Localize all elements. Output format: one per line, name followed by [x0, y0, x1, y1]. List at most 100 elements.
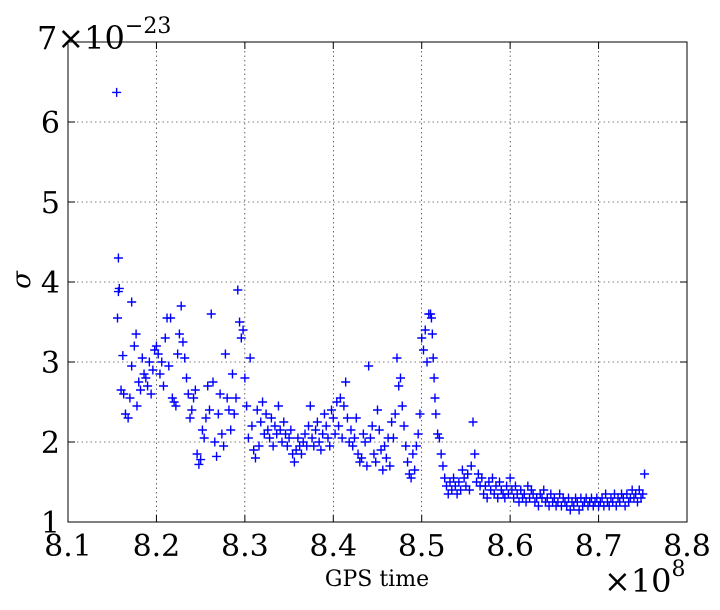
y-tick-label: 1	[41, 506, 60, 541]
data-point	[482, 493, 492, 503]
data-point	[173, 349, 183, 359]
data-point	[160, 333, 170, 343]
data-point	[362, 461, 372, 471]
data-point	[181, 373, 191, 383]
y-tick-label: 3	[41, 346, 60, 381]
data-point	[155, 369, 165, 379]
data-point	[438, 461, 448, 471]
data-point	[199, 433, 209, 443]
data-point	[309, 441, 319, 451]
x-tick-labels: 8.1 8.2 8.3 8.4 8.5 8.6 8.7 8.8	[44, 529, 711, 564]
data-point	[318, 429, 328, 439]
y-axis-title: σ	[7, 270, 37, 289]
x-multiplier: ×108	[604, 557, 686, 600]
data-point	[282, 441, 292, 451]
data-point	[348, 441, 358, 451]
data-point	[203, 381, 213, 391]
data-point	[136, 385, 146, 395]
axis-ticks	[67, 42, 688, 523]
x-tick-label: 8.3	[221, 529, 269, 564]
data-point	[171, 401, 181, 411]
data-point	[394, 381, 404, 391]
data-point	[397, 401, 407, 411]
data-point	[219, 441, 229, 451]
data-point	[454, 477, 464, 487]
data-point	[127, 361, 137, 371]
data-point	[190, 385, 200, 395]
data-point	[624, 497, 634, 507]
data-point	[316, 445, 326, 455]
data-point	[341, 377, 351, 387]
data-points	[112, 87, 650, 515]
data-point	[189, 393, 199, 403]
data-point	[463, 469, 473, 479]
data-point	[180, 353, 190, 363]
data-point	[137, 353, 147, 363]
data-point	[215, 389, 225, 399]
data-point	[293, 433, 303, 443]
data-point	[213, 409, 223, 419]
data-point	[222, 393, 232, 403]
data-point	[238, 325, 248, 335]
data-point	[304, 421, 314, 431]
data-point	[418, 345, 428, 355]
data-point	[185, 413, 195, 423]
data-point	[208, 377, 218, 387]
data-point	[169, 397, 179, 407]
data-point	[388, 433, 398, 443]
data-point	[526, 485, 536, 495]
data-point	[430, 393, 440, 403]
data-point	[390, 409, 400, 419]
y-tick-label: 6	[41, 106, 60, 141]
data-point	[235, 317, 245, 327]
data-point	[355, 457, 365, 467]
data-point	[374, 425, 384, 435]
y-multiplier-base: 7×10	[37, 19, 125, 57]
data-point	[420, 325, 430, 335]
x-tick-label: 8.4	[309, 529, 357, 564]
data-point	[113, 253, 123, 263]
data-point	[227, 369, 237, 379]
data-point	[157, 357, 167, 367]
data-point	[411, 441, 421, 451]
data-point	[319, 409, 329, 419]
data-point	[112, 87, 122, 97]
data-point	[231, 393, 241, 403]
y-multiplier: 7×10−23	[37, 14, 171, 57]
x-tick-label: 8.1	[44, 529, 92, 564]
data-point	[468, 417, 478, 427]
data-point	[249, 445, 259, 455]
data-point	[119, 389, 129, 399]
data-point	[426, 313, 436, 323]
data-point	[440, 473, 450, 483]
data-point	[204, 405, 214, 415]
y-tick-label: 4	[41, 266, 60, 301]
data-point	[415, 409, 425, 419]
data-point	[265, 433, 275, 443]
data-point	[266, 413, 276, 423]
data-point	[392, 353, 402, 363]
data-point	[224, 405, 234, 415]
data-point	[127, 297, 137, 307]
data-point	[217, 429, 227, 439]
data-point	[434, 433, 444, 443]
data-point	[321, 421, 331, 431]
data-point	[236, 333, 246, 343]
data-point	[197, 425, 207, 435]
data-point	[339, 401, 349, 411]
x-multiplier-exponent: 8	[672, 557, 686, 582]
data-point	[357, 453, 367, 463]
x-tick-label: 8.8	[663, 529, 711, 564]
data-point	[300, 429, 310, 439]
data-point	[187, 405, 197, 415]
data-point	[183, 389, 193, 399]
data-point	[410, 465, 420, 475]
data-point	[263, 425, 273, 435]
data-point	[428, 353, 438, 363]
x-multiplier-base: ×10	[604, 562, 672, 600]
data-point	[311, 425, 321, 435]
data-point	[457, 465, 467, 475]
data-point	[371, 457, 381, 467]
data-point	[164, 361, 174, 371]
data-point	[381, 453, 391, 463]
